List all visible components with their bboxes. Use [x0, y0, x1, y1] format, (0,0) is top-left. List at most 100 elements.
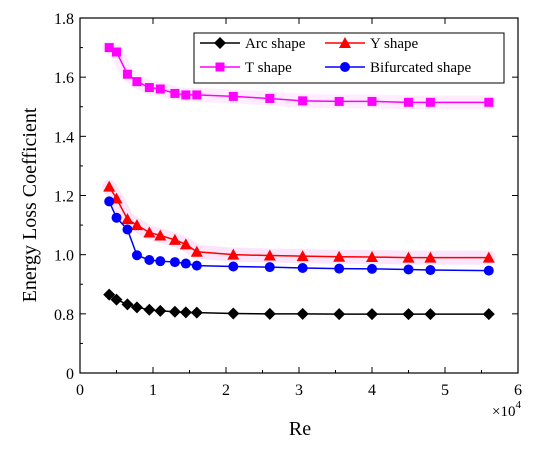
x-tick-label-4: 4: [368, 382, 376, 399]
point-bifurcated-shape-15: [425, 265, 436, 276]
point-y-shape-3: [130, 219, 143, 231]
point-arc-shape-8: [190, 306, 203, 319]
point-bifurcated-shape-3: [131, 250, 142, 261]
legend-item-bifurcated-shape: Bifurcated shape: [325, 60, 472, 76]
point-arc-shape-12: [333, 308, 346, 321]
point-arc-shape-9: [227, 307, 240, 320]
point-bifurcated-shape-11: [297, 262, 308, 273]
point-y-shape-4: [143, 226, 156, 238]
point-arc-shape-5: [154, 304, 167, 317]
point-y-shape-16: [482, 251, 495, 263]
point-y-shape-8: [190, 245, 203, 257]
point-bifurcated-shape-13: [367, 263, 377, 274]
legend-item-t-shape: T shape: [200, 60, 292, 76]
point-t-shape-15: [425, 97, 435, 107]
legend-marker-y-shape: [339, 37, 351, 48]
legend-items: Arc shape Y shape T shape Bifurcated shape: [200, 36, 472, 76]
point-arc-shape-3: [130, 301, 143, 314]
point-bifurcated-shape-16: [483, 265, 494, 276]
point-arc-shape-7: [179, 306, 192, 319]
point-y-shape-5: [154, 229, 167, 241]
point-t-shape-5: [155, 84, 165, 94]
y-tick-label-3: 1.2: [54, 189, 74, 206]
point-t-shape-1: [112, 47, 121, 57]
point-arc-shape-6: [168, 305, 181, 318]
point-bifurcated-shape-5: [155, 256, 166, 267]
legend-marker-arc-shape: [214, 37, 226, 49]
y-tick-label-5: 1.6: [54, 70, 74, 87]
point-t-shape-11: [298, 96, 308, 106]
point-t-shape-3: [132, 77, 142, 87]
y-shape-band: [102, 179, 496, 265]
point-arc-shape-2: [121, 298, 134, 311]
point-arc-shape-1: [110, 293, 123, 306]
x-multiplier-label: ×104: [492, 399, 521, 420]
point-bifurcated-shape-9: [228, 261, 239, 272]
legend-item-arc-shape: Arc shape: [200, 36, 306, 52]
point-t-shape-8: [192, 90, 202, 100]
point-bifurcated-shape-0: [104, 196, 115, 207]
legend: Arc shape Y shape T shape Bifurcated shape: [193, 32, 505, 84]
point-y-shape-7: [179, 238, 192, 250]
x-tick-label-5: 5: [441, 382, 449, 399]
legend-label-t-shape: T shape: [245, 60, 292, 76]
x-tick-label-1: 1: [149, 382, 157, 399]
legend-label-arc-shape: Arc shape: [245, 36, 306, 52]
legend-label-bifurcated-shape: Bifurcated shape: [370, 60, 472, 76]
point-bifurcated-shape-8: [191, 260, 202, 271]
point-y-shape-2: [121, 213, 134, 225]
point-bifurcated-shape-14: [403, 264, 414, 275]
x-tick-label-0: 0: [76, 382, 84, 399]
ticks-layer: 0 1 2 3 4 5 6 0 0.8 1.0 1.2 1.4 1.6 1.8: [54, 11, 522, 399]
point-y-shape-14: [402, 251, 415, 263]
point-t-shape-14: [404, 97, 413, 107]
y-tick-label-4: 1.4: [54, 129, 74, 146]
legend-label-y-shape: Y shape: [370, 36, 419, 52]
series-arc-shape: [103, 288, 495, 321]
y-axis-title: Energy Loss Coefficient: [19, 107, 41, 302]
point-t-shape-13: [367, 96, 377, 106]
point-bifurcated-shape-7: [180, 258, 191, 269]
point-arc-shape-0: [103, 288, 116, 301]
y-tick-label-6: 1.8: [54, 11, 74, 28]
point-bifurcated-shape-6: [169, 257, 180, 268]
x-tick-label-6: 6: [514, 382, 522, 399]
x-multiplier-exponent: 4: [515, 399, 521, 411]
point-bifurcated-shape-10: [264, 262, 275, 273]
point-arc-shape-11: [296, 307, 309, 320]
legend-marker-bifurcated-shape: [340, 62, 350, 72]
y-tick-label-2: 1.0: [54, 248, 74, 265]
point-t-shape-16: [484, 97, 494, 107]
svg-text:×104: ×104: [492, 399, 521, 420]
point-arc-shape-16: [482, 308, 495, 321]
point-t-shape-12: [334, 96, 344, 106]
point-t-shape-9: [228, 91, 238, 101]
point-arc-shape-10: [263, 307, 276, 320]
x-tick-label-2: 2: [222, 382, 230, 399]
point-arc-shape-14: [402, 308, 415, 321]
point-y-shape-13: [366, 251, 378, 263]
series-layer: [103, 43, 495, 321]
legend-item-y-shape: Y shape: [325, 36, 419, 52]
point-bifurcated-shape-12: [334, 263, 345, 274]
series-line-y-shape: [108, 186, 489, 259]
point-t-shape-4: [144, 83, 154, 93]
point-y-shape-10: [263, 249, 276, 261]
series-bifurcated-shape: [104, 196, 494, 276]
point-y-shape-9: [227, 248, 240, 260]
point-y-shape-0: [103, 180, 116, 192]
point-y-shape-11: [296, 250, 309, 262]
point-t-shape-7: [181, 90, 191, 100]
series-y-shape: [103, 180, 495, 263]
point-y-shape-15: [424, 251, 437, 263]
point-y-shape-6: [168, 233, 181, 245]
y-tick-label-1: 0.8: [54, 307, 74, 324]
x-multiplier-base: ×10: [492, 404, 515, 420]
point-bifurcated-shape-4: [144, 254, 155, 265]
legend-box: [193, 32, 505, 84]
point-arc-shape-13: [366, 308, 378, 321]
point-bifurcated-shape-1: [111, 212, 122, 223]
point-t-shape-10: [265, 93, 275, 103]
point-arc-shape-4: [143, 303, 156, 316]
